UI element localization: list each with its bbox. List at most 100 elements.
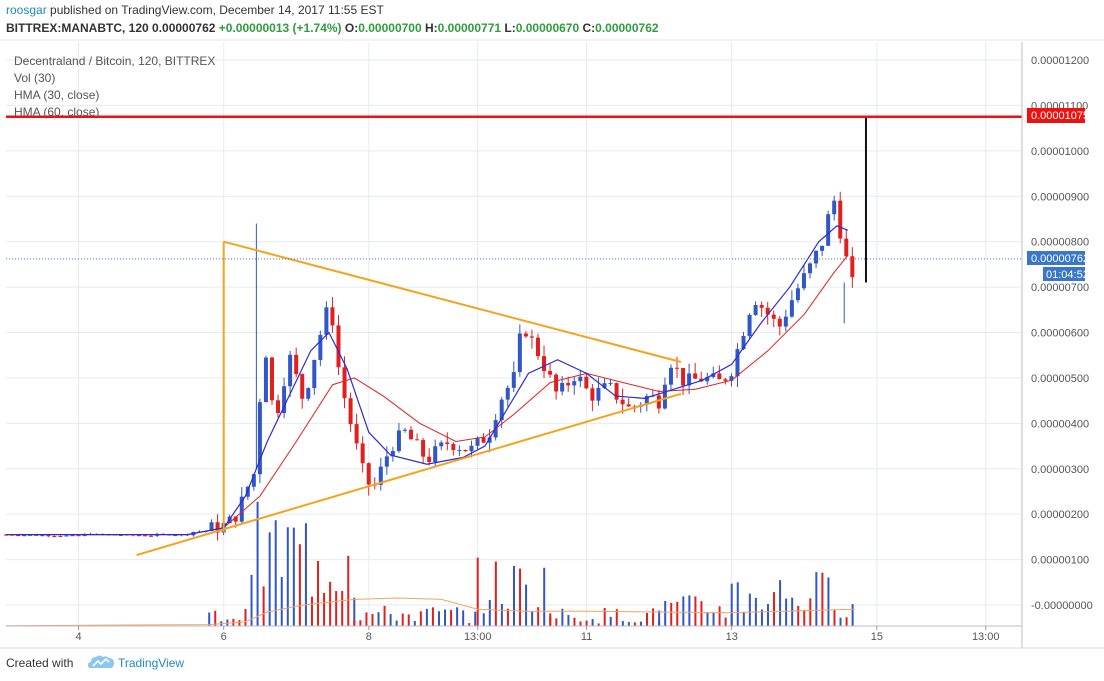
candle-body [620, 399, 625, 405]
candle-body [517, 333, 522, 373]
candle-body [602, 383, 607, 388]
candle-body [396, 430, 401, 452]
candle-body [257, 402, 262, 475]
candle-body [215, 522, 220, 533]
candle-body [777, 318, 782, 327]
candle-body [578, 376, 583, 382]
candle-body [40, 535, 45, 537]
candle-body [64, 535, 69, 537]
candle-body [209, 522, 214, 532]
candle-body [590, 388, 595, 401]
legend-hma30: HMA (30, close) [14, 88, 99, 102]
legend-title: Decentraland / Bitcoin, 120, BITTREX [14, 54, 215, 68]
candle-body [402, 429, 407, 431]
candle-body [729, 376, 734, 381]
candle-body [832, 200, 837, 215]
candle-body [173, 534, 178, 536]
x-tick-label: 8 [366, 631, 372, 643]
candle-body [330, 307, 335, 326]
candle-body [554, 374, 559, 392]
volume-ma-line [5, 597, 856, 627]
candle-body [675, 367, 680, 369]
candle-body [294, 354, 299, 375]
candle-body [342, 367, 347, 399]
candle-body [312, 359, 317, 389]
candle-body [771, 314, 776, 319]
candle-body [324, 307, 329, 335]
candle-body [143, 535, 148, 537]
candle-body [644, 396, 649, 405]
candle-body [463, 449, 468, 452]
candle-body [505, 387, 510, 400]
l-label: L: [504, 21, 516, 35]
published-text: published on TradingView.com, December 1… [50, 3, 384, 17]
triangle-lower-line [136, 392, 682, 557]
candle-body [596, 387, 601, 401]
candle-body [52, 536, 57, 538]
candle-body [668, 367, 673, 385]
candle-body [820, 245, 825, 251]
candle-body [523, 333, 528, 337]
y-tick-label: 0.00000300 [1031, 464, 1089, 476]
candle-body [239, 496, 244, 522]
y-tick-label: 0.00000600 [1031, 328, 1089, 340]
h-label: H: [424, 21, 438, 35]
l-value: 0.00000670 [515, 21, 580, 35]
o-value: 0.00000700 [358, 21, 422, 35]
y-tick-label: 0.00000100 [1031, 555, 1089, 567]
candle-body [263, 357, 268, 403]
candle-body [717, 373, 722, 380]
candle-body [360, 443, 365, 464]
candle-body [566, 382, 571, 386]
candle-body [759, 304, 764, 308]
candle-body [542, 356, 547, 372]
candle-body [136, 535, 141, 537]
candle-body [814, 250, 819, 264]
candle-body [481, 437, 486, 443]
y-tick-label: 0.00001000 [1031, 146, 1089, 158]
candle-body [433, 446, 438, 463]
c-value: 0.00000762 [595, 21, 659, 35]
candle-body [735, 349, 740, 377]
volume-bars [5, 501, 856, 627]
candle-body [28, 534, 33, 536]
candle-body [445, 442, 450, 444]
candle-body [276, 400, 281, 414]
candle-body [723, 379, 728, 381]
candle-body [390, 451, 395, 457]
candle-body [626, 404, 631, 407]
plot-background [6, 42, 1022, 626]
tradingview-brand-link[interactable]: TradingView [118, 656, 185, 670]
y-tick-label: 0.00000800 [1031, 237, 1089, 249]
footer: Created with TradingView [0, 648, 1104, 681]
author-link[interactable]: roosgar [6, 3, 47, 17]
candle-body [614, 383, 619, 400]
candle-body [699, 378, 704, 382]
price-tags: 0.00001075 0.00000762 01:04:52 [1027, 108, 1089, 281]
candle-body [306, 388, 311, 399]
c-label: C: [582, 21, 596, 35]
candle-body [46, 535, 51, 537]
candle-body [118, 534, 123, 536]
y-tick-label: 0.00000500 [1031, 373, 1089, 385]
y-tick-label: 0.00000700 [1031, 282, 1089, 294]
candle-body [336, 325, 341, 368]
countdown-tag-bg [1043, 267, 1085, 281]
candle-body [318, 334, 323, 360]
ohlc-line: BITTREX:MANABTC, 120 0.00000762 +0.00000… [6, 21, 659, 35]
candle-body [783, 316, 788, 327]
candle-body [693, 373, 698, 379]
candle-body [409, 429, 414, 440]
candle-body [427, 456, 432, 463]
tradingview-cloud-icon[interactable] [88, 654, 114, 670]
candle-body [70, 535, 75, 537]
candle-body [795, 288, 800, 301]
change-value: +0.00000013 (+1.74%) [218, 21, 342, 35]
candle-body [808, 263, 813, 274]
candle-body [457, 449, 462, 451]
y-tick-label: 0.00000200 [1031, 509, 1089, 521]
resistance-tag: 0.00001075 [1031, 110, 1089, 122]
candle-body [560, 382, 565, 392]
candle-body [421, 440, 426, 457]
